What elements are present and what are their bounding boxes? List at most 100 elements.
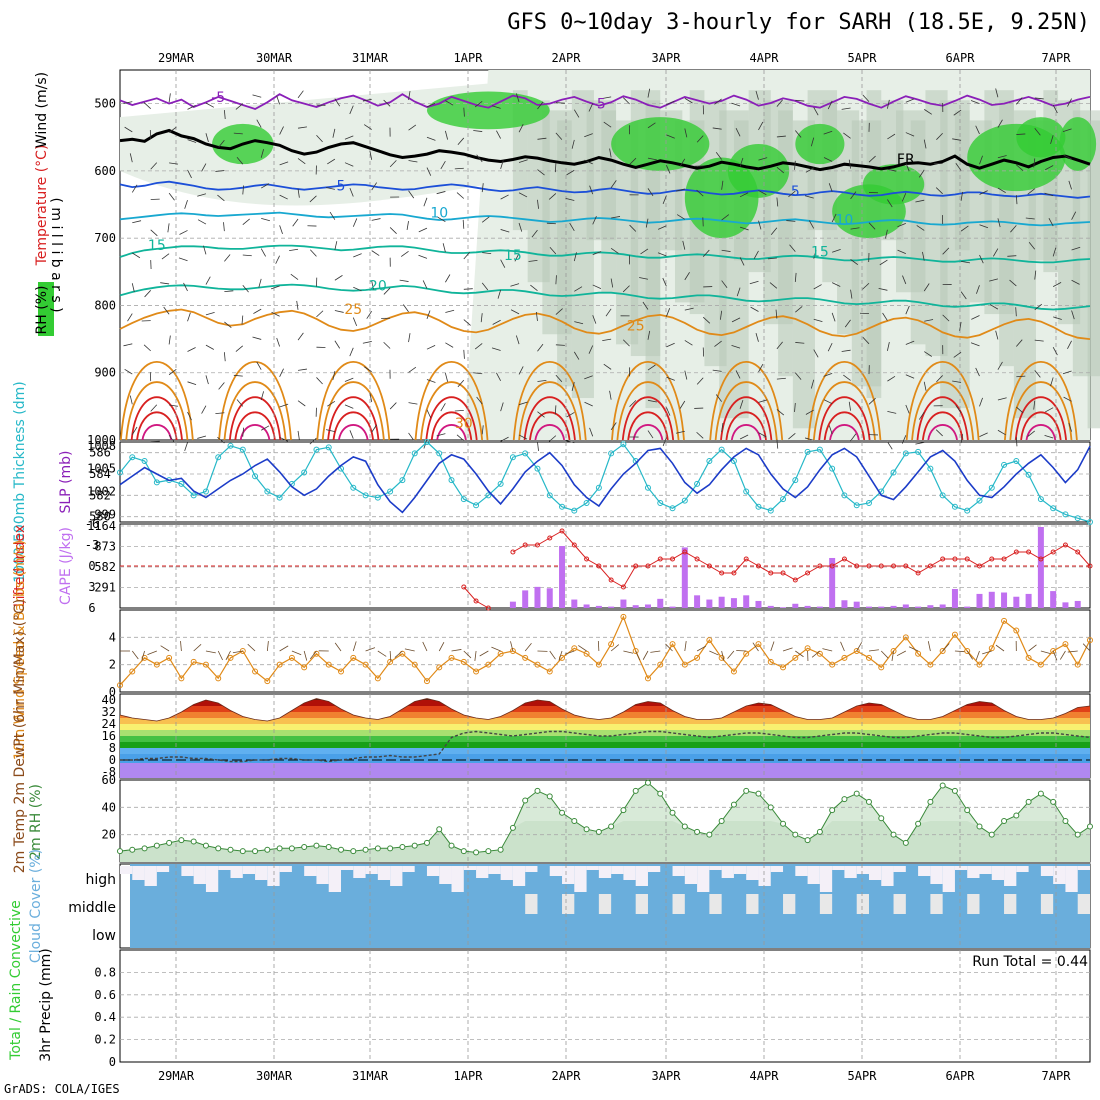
temperature-contour-arch: [911, 381, 975, 441]
cape-bar: [988, 591, 995, 608]
wind-barb: [918, 411, 925, 420]
temperature-contour-arch: [1003, 361, 1078, 441]
slp-point: [743, 488, 750, 495]
wind-barb: [371, 424, 378, 433]
rh2m-point: [595, 828, 602, 835]
wind-barb: [887, 199, 893, 208]
wind-barb: [297, 158, 306, 165]
temperature-contour-arch: [730, 424, 762, 441]
wind-barb: [334, 340, 341, 349]
wind-barb: [297, 90, 304, 99]
cloud-gap-high: [930, 866, 943, 884]
wind-barb: [279, 368, 284, 377]
ytick-cape: 873: [94, 540, 116, 554]
wind10-barb: [160, 645, 170, 652]
rh2m-point: [706, 831, 713, 838]
wind-barb: [260, 149, 264, 158]
cloud-gap-high: [144, 866, 157, 886]
ytick-li: 6: [88, 601, 95, 615]
rh2m-point: [718, 818, 725, 824]
xtick-label-bottom: 6APR: [946, 1069, 976, 1083]
slp-point: [485, 492, 492, 499]
wind-barb: [276, 95, 280, 105]
wind-barb: [918, 169, 925, 178]
rh2m-point: [288, 845, 295, 852]
wind-barb: [276, 337, 280, 347]
wind-barb: [476, 396, 483, 405]
wind-barb: [500, 259, 506, 268]
wind-barb: [279, 225, 283, 235]
wind-barb: [827, 100, 833, 110]
wind-barb: [436, 433, 446, 437]
wind-barb: [805, 167, 814, 173]
wind-barb: [603, 121, 612, 128]
temperature-contour-arch: [616, 381, 680, 441]
wind-barb: [187, 104, 196, 110]
wind-barb: [843, 374, 851, 381]
cloud-gap-high: [868, 866, 882, 880]
cape-bar: [780, 607, 787, 608]
wind-barb: [848, 159, 851, 169]
wind-barb: [297, 400, 306, 407]
wind-barb: [666, 100, 675, 106]
xtick-label-bottom: 3APR: [652, 1069, 682, 1083]
slp-point: [387, 488, 394, 495]
temperature-contour-line: [119, 180, 1091, 199]
wind-barb: [622, 339, 630, 347]
wind-barb: [124, 126, 133, 133]
li-point: [1087, 563, 1093, 569]
ytick-rh2m: 40: [102, 800, 116, 814]
cloud-gap-high: [500, 866, 513, 880]
cloud-gap-middle: [1004, 894, 1017, 914]
wind10-barb: [365, 647, 376, 652]
wind-barb: [178, 257, 188, 262]
wind-barb: [500, 402, 504, 412]
ytick-precip: 0.2: [94, 1033, 116, 1047]
wind-barb: [205, 102, 215, 108]
wind-barb: [349, 105, 354, 115]
wind-barb: [349, 187, 354, 197]
wind-barb: [168, 369, 177, 376]
wind10-barb: [880, 650, 889, 659]
wind-barb: [242, 427, 244, 437]
li-point: [682, 549, 688, 555]
wind-barb: [463, 349, 465, 359]
wind-barb: [739, 192, 749, 198]
li-point: [633, 563, 639, 569]
wind-barb: [160, 282, 170, 285]
li-point: [927, 563, 933, 569]
cloud-gap-high: [684, 866, 698, 884]
wind-barb: [463, 288, 473, 290]
wind-barb: [997, 155, 1007, 159]
rh-shading-mid: [954, 110, 970, 251]
wind-barb: [463, 251, 471, 260]
wind10-barb: [610, 644, 620, 652]
wind-barb: [187, 411, 192, 421]
wind-barb: [476, 154, 483, 163]
slp-point: [399, 477, 406, 484]
cape-bar: [571, 599, 578, 608]
wind-barb: [1071, 310, 1075, 320]
wind-barb: [905, 340, 915, 345]
cape-bar: [509, 601, 516, 608]
wind-barb: [584, 133, 593, 138]
precip-axis-label: 3hr Precip (mm): [38, 948, 54, 1061]
wind-barb: [1009, 279, 1017, 287]
wind10-barb: [394, 650, 403, 658]
li-point: [891, 563, 897, 569]
wind-barb: [843, 132, 851, 139]
wind-barb: [131, 184, 138, 193]
wind-barb: [960, 191, 963, 201]
wind10-barb: [247, 643, 256, 652]
slp-point: [411, 450, 418, 457]
wind-barb: [1068, 180, 1072, 190]
ytick-pressure: 900: [94, 366, 116, 380]
wind-barb: [423, 197, 428, 207]
slp-point: [497, 480, 504, 487]
wind10-barb: [422, 641, 428, 652]
temperature-contour-arch: [905, 361, 980, 441]
cape-bar: [657, 598, 664, 608]
wind-barb: [1016, 133, 1026, 135]
ytick-slp: 999: [94, 507, 116, 521]
